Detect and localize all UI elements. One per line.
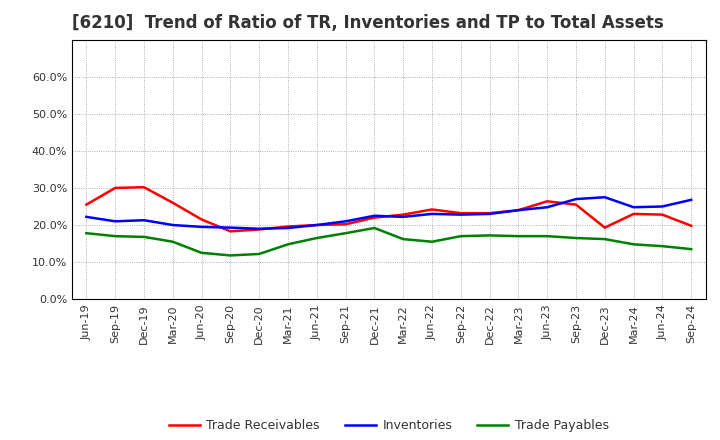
Trade Payables [572, 235, 580, 241]
Inventories [485, 211, 494, 216]
Trade Payables [485, 233, 494, 238]
Inventories [111, 219, 120, 224]
Trade Payables [456, 234, 465, 239]
Trade Payables [370, 225, 379, 231]
Trade Payables [514, 234, 523, 239]
Line: Trade Receivables: Trade Receivables [86, 187, 691, 231]
Trade Receivables [485, 210, 494, 216]
Trade Payables [111, 234, 120, 239]
Inventories [543, 205, 552, 210]
Trade Payables [226, 253, 235, 258]
Inventories [428, 211, 436, 216]
Inventories [514, 208, 523, 213]
Inventories [399, 214, 408, 220]
Inventories [168, 222, 177, 227]
Trade Payables [82, 231, 91, 236]
Inventories [658, 204, 667, 209]
Trade Receivables [543, 198, 552, 204]
Trade Payables [284, 242, 292, 247]
Inventories [341, 219, 350, 224]
Inventories [255, 226, 264, 231]
Inventories [600, 194, 609, 200]
Trade Receivables [255, 227, 264, 232]
Trade Payables [140, 234, 148, 239]
Inventories [370, 213, 379, 218]
Trade Receivables [514, 208, 523, 213]
Trade Payables [197, 250, 206, 256]
Trade Payables [658, 243, 667, 249]
Trade Payables [428, 239, 436, 244]
Trade Receivables [456, 210, 465, 216]
Trade Payables [399, 236, 408, 242]
Line: Trade Payables: Trade Payables [86, 228, 691, 256]
Trade Receivables [600, 225, 609, 230]
Text: [6210]  Trend of Ratio of TR, Inventories and TP to Total Assets: [6210] Trend of Ratio of TR, Inventories… [72, 15, 664, 33]
Legend: Trade Receivables, Inventories, Trade Payables: Trade Receivables, Inventories, Trade Pa… [164, 414, 613, 437]
Inventories [82, 214, 91, 220]
Line: Inventories: Inventories [86, 197, 691, 229]
Trade Receivables [312, 222, 321, 227]
Inventories [687, 197, 696, 202]
Trade Payables [687, 246, 696, 252]
Inventories [312, 222, 321, 227]
Trade Payables [255, 251, 264, 257]
Inventories [284, 225, 292, 231]
Inventories [456, 212, 465, 217]
Trade Receivables [168, 200, 177, 205]
Inventories [572, 196, 580, 202]
Trade Receivables [687, 223, 696, 228]
Inventories [197, 224, 206, 230]
Trade Receivables [226, 229, 235, 234]
Inventories [226, 225, 235, 230]
Trade Receivables [82, 202, 91, 207]
Trade Receivables [284, 224, 292, 229]
Inventories [629, 205, 638, 210]
Trade Receivables [572, 202, 580, 207]
Trade Receivables [399, 212, 408, 217]
Trade Receivables [197, 217, 206, 222]
Trade Payables [600, 236, 609, 242]
Trade Receivables [370, 215, 379, 220]
Trade Payables [543, 234, 552, 239]
Inventories [140, 217, 148, 223]
Trade Receivables [629, 211, 638, 216]
Trade Payables [341, 231, 350, 236]
Trade Receivables [341, 222, 350, 227]
Trade Receivables [428, 207, 436, 212]
Trade Payables [312, 235, 321, 241]
Trade Payables [168, 239, 177, 244]
Trade Receivables [658, 212, 667, 217]
Trade Receivables [111, 185, 120, 191]
Trade Payables [629, 242, 638, 247]
Trade Receivables [140, 184, 148, 190]
